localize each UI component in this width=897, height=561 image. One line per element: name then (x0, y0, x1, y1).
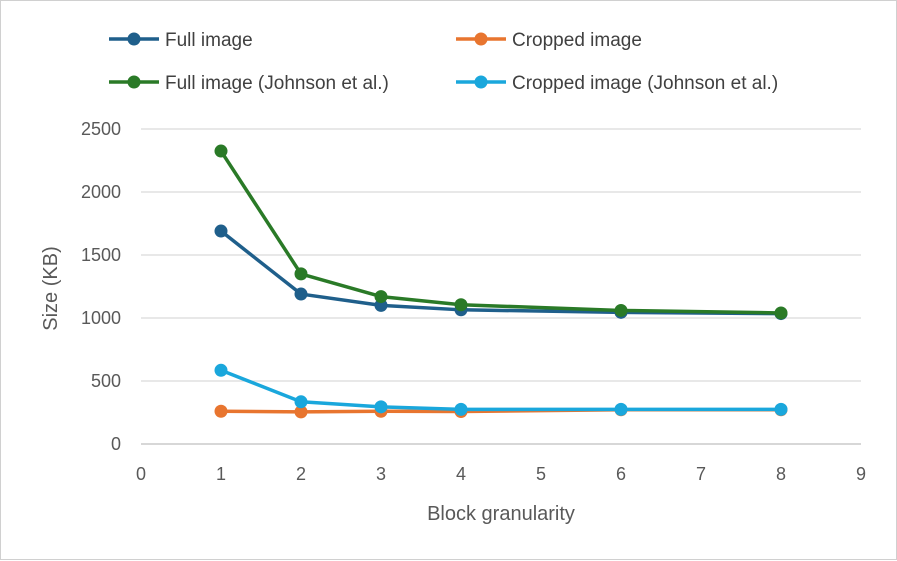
data-point (614, 303, 628, 317)
x-tick-label: 0 (136, 464, 146, 484)
data-point (214, 224, 228, 238)
legend-label: Full image (165, 30, 253, 51)
legend-swatch-marker (127, 75, 141, 89)
series-line (219, 368, 783, 412)
gridlines (141, 128, 861, 382)
data-point (294, 395, 308, 409)
x-tick-label: 9 (856, 464, 866, 484)
y-tick-label: 500 (91, 371, 121, 391)
data-point (774, 402, 788, 416)
legend-swatch-marker (474, 32, 488, 46)
legend-item: Cropped image (456, 30, 642, 51)
series-full-image-johnson-et-al (214, 144, 788, 320)
y-tick-label: 2000 (81, 182, 121, 202)
series-layer (214, 144, 788, 419)
legend-item: Full image (Johnson et al.) (109, 73, 389, 94)
series-cropped-image-johnson-et-al (214, 363, 788, 416)
legend-item: Full image (109, 30, 253, 51)
x-axis-title: Block granularity (427, 503, 575, 525)
axes: 0 500 1000 1500 2000 2500 0 1 2 3 4 5 6 7 8 9 (81, 119, 866, 484)
data-point (454, 298, 468, 312)
legend-swatch-marker (127, 32, 141, 46)
x-tick-label: 4 (456, 464, 466, 484)
series-line (219, 149, 783, 315)
data-point (774, 306, 788, 320)
data-point (614, 402, 628, 416)
legend-label: Cropped image (512, 30, 642, 51)
y-axis-title: Size (KB) (40, 246, 62, 330)
y-tick-label: 1500 (81, 245, 121, 265)
data-point (374, 400, 388, 414)
legend-item: Cropped image (Johnson et al.) (456, 73, 778, 94)
legend-swatch-marker (474, 75, 488, 89)
x-tick-label: 7 (696, 464, 706, 484)
data-point (214, 144, 228, 158)
x-tick-label: 1 (216, 464, 226, 484)
data-point (214, 363, 228, 377)
legend-label: Full image (Johnson et al.) (165, 73, 389, 94)
x-tick-label: 6 (616, 464, 626, 484)
x-tick-label: 5 (536, 464, 546, 484)
x-tick-label: 8 (776, 464, 786, 484)
y-tick-label: 2500 (81, 119, 121, 139)
x-tick-label: 3 (376, 464, 386, 484)
y-tick-label: 0 (111, 434, 121, 454)
y-tick-label: 1000 (81, 308, 121, 328)
data-point (374, 290, 388, 304)
data-point (294, 405, 308, 419)
data-point (294, 267, 308, 281)
legend: Full image Cropped image Full image (Johns… (109, 30, 778, 94)
data-point (214, 404, 228, 418)
legend-label: Cropped image (Johnson et al.) (512, 73, 778, 94)
x-tick-label: 2 (296, 464, 306, 484)
data-point (454, 402, 468, 416)
data-point (294, 287, 308, 301)
